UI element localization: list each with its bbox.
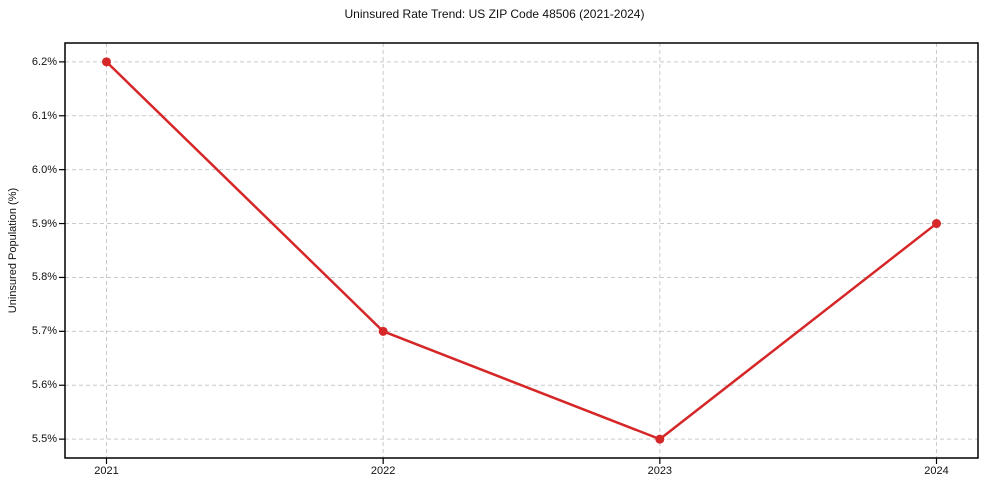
x-tick-label: 2021: [94, 465, 119, 477]
plot-border: [64, 42, 979, 459]
x-tick-label: 2024: [924, 465, 949, 477]
data-point-marker: [932, 219, 941, 229]
trend-line: [105, 60, 938, 441]
data-point-marker: [655, 434, 665, 444]
x-tick-label: 2022: [370, 465, 396, 477]
y-tick-label: 5.6%: [31, 379, 57, 392]
chart-title: Uninsured Rate Trend: US ZIP Code 48506 …: [344, 7, 645, 21]
y-tick-label: 5.7%: [31, 325, 57, 338]
y-tick-label: 5.5%: [31, 433, 57, 446]
y-tick-label: 6.2%: [31, 55, 57, 68]
data-point-marker: [102, 57, 111, 67]
data-point-marker: [378, 326, 388, 336]
y-tick-label: 5.8%: [31, 271, 57, 284]
y-tick-label: 5.9%: [31, 217, 57, 230]
x-tick-label: 2023: [647, 465, 673, 477]
y-tick-label: 6.0%: [31, 163, 57, 176]
y-tick-label: 6.1%: [31, 109, 57, 122]
